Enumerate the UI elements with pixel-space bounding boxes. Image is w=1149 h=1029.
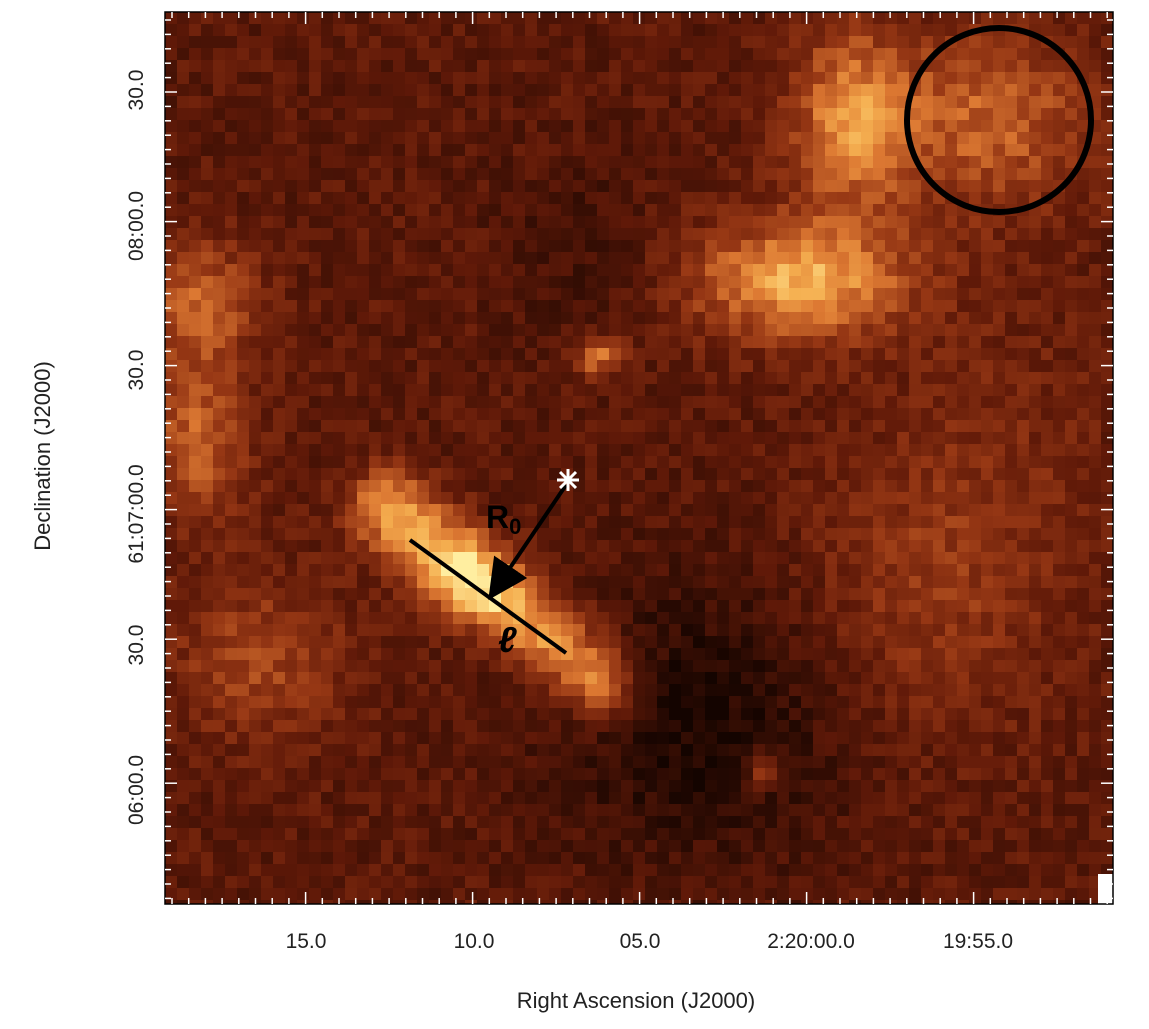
x-tick-label: 2:20:00.0 [767,930,855,953]
length-label: ℓ [498,619,517,660]
y-tick-label: 08:00.0 [125,191,148,261]
white-star-icon [557,469,579,491]
length-line [408,538,568,655]
radius-subscript: 0 [509,514,521,539]
y-axis-title: Declination (J2000) [30,361,55,551]
axis-ticks [165,12,1113,904]
y-tick-label: 61:07:00.0 [125,464,148,563]
x-tick-label: 05.0 [620,930,661,953]
beam-circle-icon [904,25,1094,215]
y-tick-label: 30.0 [125,350,148,391]
intensity-map [165,12,1113,904]
radius-label: R0 [486,499,521,539]
y-tick-label: 30.0 [125,70,148,111]
arrow-icon [488,483,568,600]
x-tick-label: 10.0 [454,930,495,953]
y-tick-label: 06:00.0 [125,755,148,825]
x-axis-title: Right Ascension (J2000) [517,988,755,1013]
x-tick-label: 19:55.0 [943,930,1013,953]
y-tick-label: 30.0 [125,625,148,666]
x-tick-label: 15.0 [286,930,327,953]
